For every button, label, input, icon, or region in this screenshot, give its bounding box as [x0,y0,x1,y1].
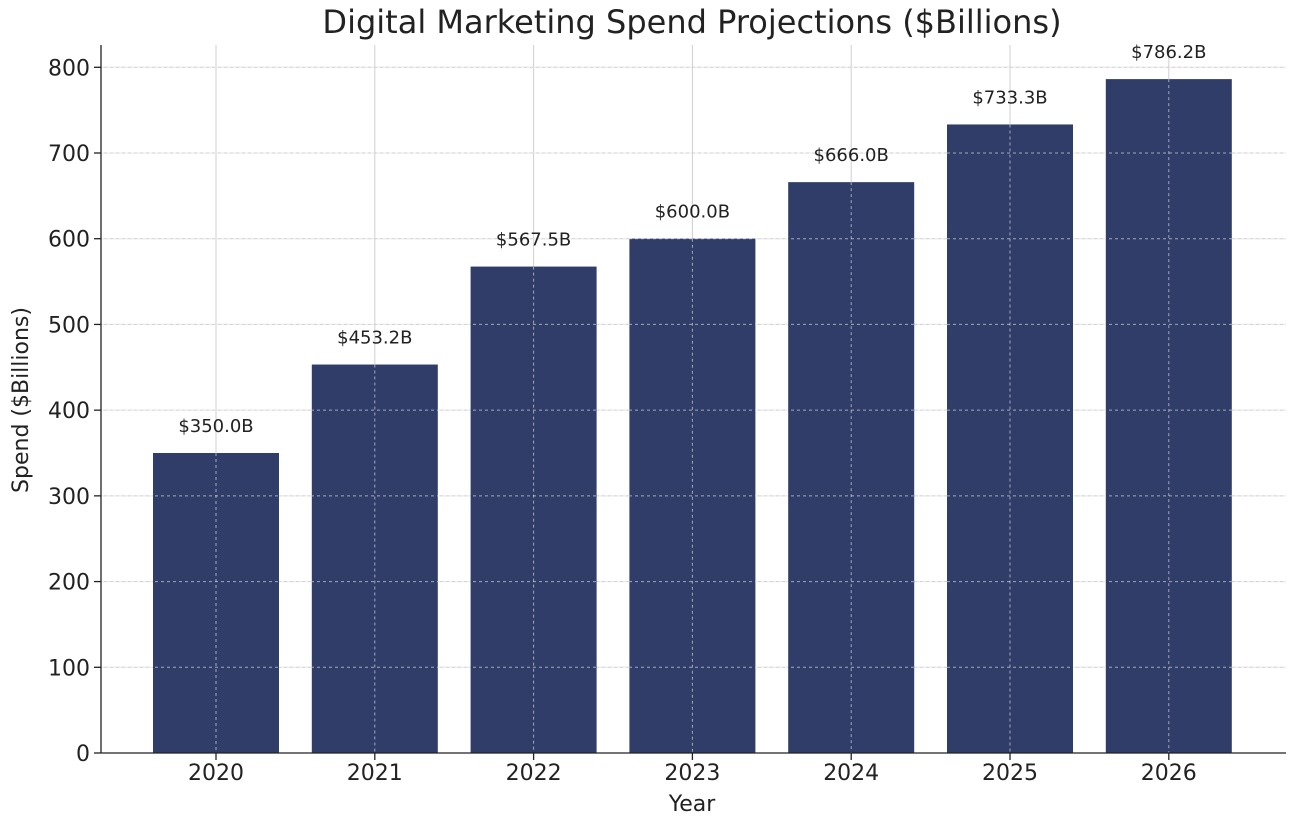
x-tick-label: 2023 [664,761,720,786]
bar-value-label: $600.0B [655,202,730,223]
y-tick-label: 600 [48,228,90,253]
y-tick-label: 400 [48,399,90,424]
y-tick-label: 700 [48,142,90,167]
x-tick-label: 2025 [982,761,1038,786]
x-tick-label: 2022 [506,761,562,786]
y-tick-label: 100 [48,656,90,681]
x-tick-label: 2020 [188,761,244,786]
bar-value-label: $453.2B [337,328,412,349]
y-tick-label: 200 [48,571,90,596]
x-tick-label: 2021 [347,761,403,786]
y-axis-label: Spend ($Billions) [9,307,34,493]
x-tick-label: 2026 [1141,761,1197,786]
gridline-overlay [101,66,1286,754]
bar-value-label: $786.2B [1131,42,1206,63]
y-tick-label: 300 [48,485,90,510]
bar-value-label: $567.5B [496,230,571,251]
y-axis-ticks: 0 100 200 300 400 500 600 700 800 [48,56,101,767]
x-axis-label: Year [668,792,717,817]
data-labels: $350.0B $453.2B $567.5B $600.0B $666.0B $733.… [178,42,1206,437]
x-axis-ticks: 2020 2021 2022 2023 2024 2025 2026 [188,753,1197,786]
y-tick-label: 0 [76,742,90,767]
y-tick-label: 500 [48,313,90,338]
x-tick-label: 2024 [823,761,879,786]
bar [470,266,597,753]
bar-value-label: $666.0B [814,145,889,166]
y-tick-label: 800 [48,56,90,81]
bar-value-label: $350.0B [178,416,253,437]
chart-title: Digital Marketing Spend Projections ($Bi… [322,3,1061,41]
bar-value-label: $733.3B [972,87,1047,108]
